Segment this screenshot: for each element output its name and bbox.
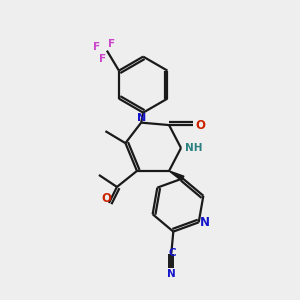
Text: N: N bbox=[136, 112, 146, 123]
Polygon shape bbox=[169, 171, 184, 181]
Text: F: F bbox=[108, 39, 116, 49]
Text: N: N bbox=[167, 268, 176, 279]
Text: O: O bbox=[195, 118, 205, 132]
Text: C: C bbox=[169, 248, 176, 258]
Text: F: F bbox=[93, 42, 100, 52]
Text: O: O bbox=[101, 192, 111, 206]
Text: F: F bbox=[99, 54, 106, 64]
Text: N: N bbox=[200, 216, 210, 229]
Text: NH: NH bbox=[185, 143, 203, 153]
